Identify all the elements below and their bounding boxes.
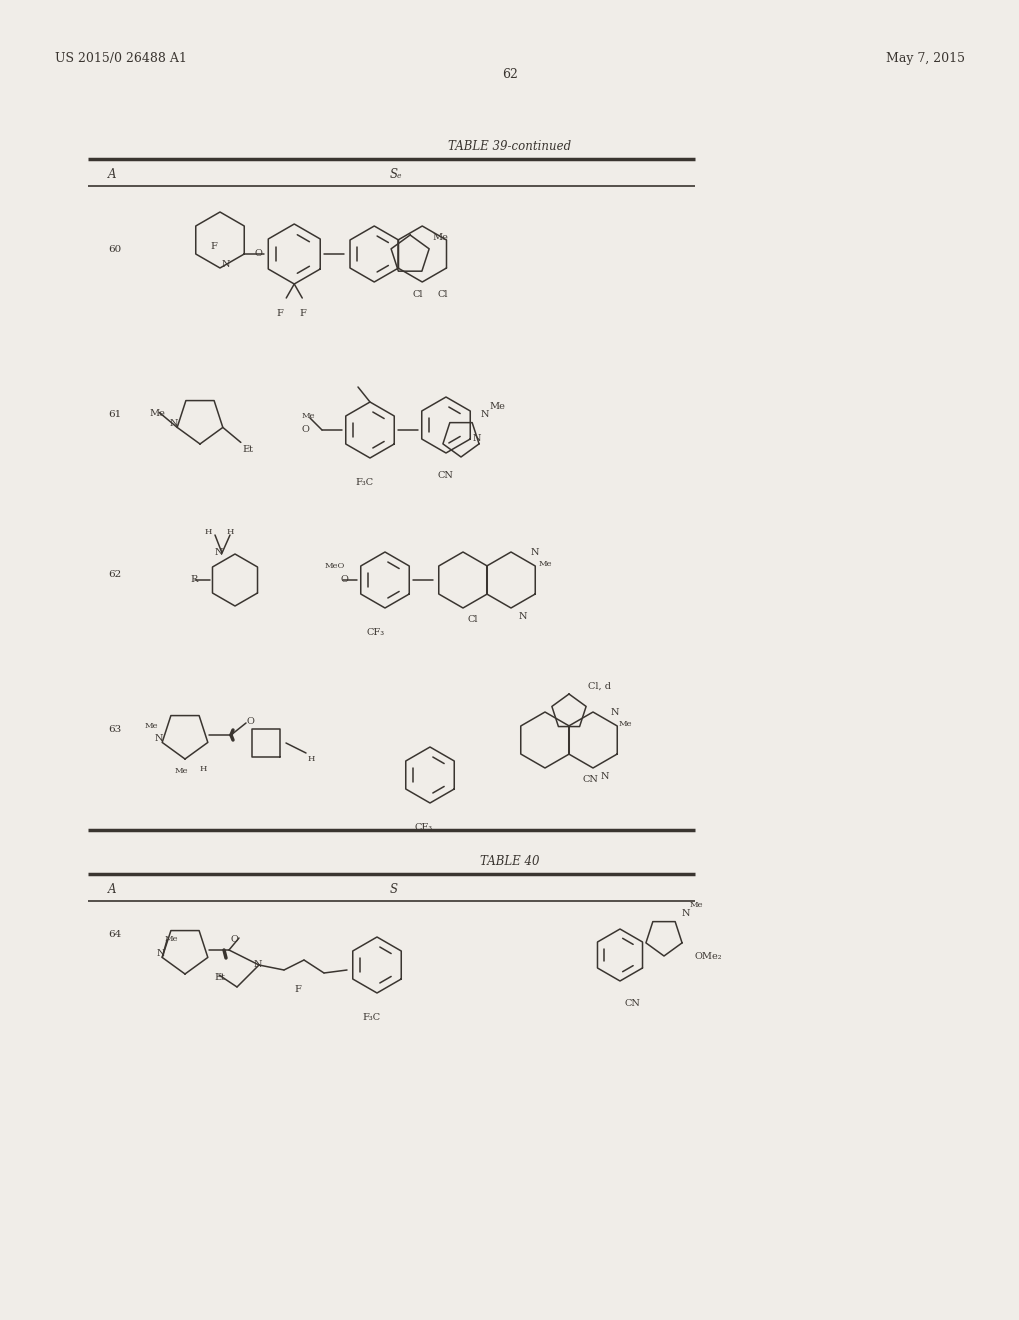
Text: Et: Et bbox=[243, 445, 254, 454]
Text: F₃C: F₃C bbox=[355, 478, 373, 487]
Text: N: N bbox=[154, 734, 162, 743]
Text: Me: Me bbox=[175, 767, 189, 775]
Text: Sₑ: Sₑ bbox=[389, 168, 403, 181]
Text: Me: Me bbox=[164, 936, 177, 944]
Text: N: N bbox=[600, 772, 609, 781]
Text: Cl: Cl bbox=[468, 615, 478, 624]
Text: N: N bbox=[169, 420, 177, 429]
Text: F₃C: F₃C bbox=[362, 1012, 380, 1022]
Text: F: F bbox=[293, 985, 301, 994]
Text: US 2015/0 26488 A1: US 2015/0 26488 A1 bbox=[55, 51, 186, 65]
Text: 62: 62 bbox=[501, 69, 518, 81]
Text: CN: CN bbox=[583, 775, 598, 784]
Text: H: H bbox=[200, 766, 207, 774]
Text: F: F bbox=[276, 309, 283, 318]
Text: May 7, 2015: May 7, 2015 bbox=[886, 51, 964, 65]
Text: Cl, d: Cl, d bbox=[587, 682, 610, 690]
Text: Cl: Cl bbox=[437, 290, 447, 300]
Text: N: N bbox=[682, 909, 690, 917]
Text: S: S bbox=[389, 883, 397, 896]
Text: O: O bbox=[340, 576, 348, 583]
Text: O: O bbox=[254, 249, 262, 257]
Text: OMe₂: OMe₂ bbox=[694, 952, 721, 961]
Text: TABLE 39-continued: TABLE 39-continued bbox=[448, 140, 571, 153]
Text: N: N bbox=[610, 708, 619, 717]
Text: 60: 60 bbox=[108, 246, 121, 253]
Text: CF₃: CF₃ bbox=[415, 822, 433, 832]
Text: N: N bbox=[215, 548, 223, 557]
Text: R: R bbox=[190, 576, 198, 583]
Text: H: H bbox=[227, 528, 234, 536]
Text: H: H bbox=[205, 528, 212, 536]
Text: Me: Me bbox=[302, 412, 315, 420]
Text: CN: CN bbox=[437, 471, 453, 480]
Text: Me: Me bbox=[144, 722, 158, 730]
Text: H: H bbox=[308, 755, 315, 763]
Text: 61: 61 bbox=[108, 411, 121, 418]
Text: CF₃: CF₃ bbox=[367, 628, 385, 638]
Text: A: A bbox=[108, 168, 116, 181]
Text: A: A bbox=[108, 883, 116, 896]
Text: O: O bbox=[230, 935, 238, 944]
Text: N: N bbox=[254, 960, 262, 969]
Text: 62: 62 bbox=[108, 570, 121, 579]
Text: N: N bbox=[156, 949, 164, 958]
Text: MeO: MeO bbox=[325, 562, 345, 570]
Text: Et: Et bbox=[214, 973, 225, 982]
Text: 64: 64 bbox=[108, 931, 121, 939]
Text: Cl: Cl bbox=[412, 290, 422, 300]
Text: TABLE 40: TABLE 40 bbox=[480, 855, 539, 869]
Text: F: F bbox=[210, 242, 217, 251]
Text: O: O bbox=[302, 425, 310, 434]
Text: 63: 63 bbox=[108, 725, 121, 734]
Text: F: F bbox=[299, 309, 306, 318]
Text: N: N bbox=[222, 260, 230, 269]
Text: Me: Me bbox=[619, 719, 632, 729]
Text: Me: Me bbox=[149, 409, 165, 418]
Text: O: O bbox=[247, 717, 255, 726]
Text: Me: Me bbox=[488, 403, 504, 411]
Text: N: N bbox=[481, 411, 489, 418]
Text: Me: Me bbox=[689, 902, 703, 909]
Text: CN: CN bbox=[625, 999, 640, 1008]
Text: N: N bbox=[519, 612, 527, 620]
Text: N: N bbox=[472, 434, 480, 444]
Text: Me: Me bbox=[432, 234, 447, 242]
Text: N: N bbox=[531, 548, 539, 557]
Text: Me: Me bbox=[538, 560, 552, 568]
